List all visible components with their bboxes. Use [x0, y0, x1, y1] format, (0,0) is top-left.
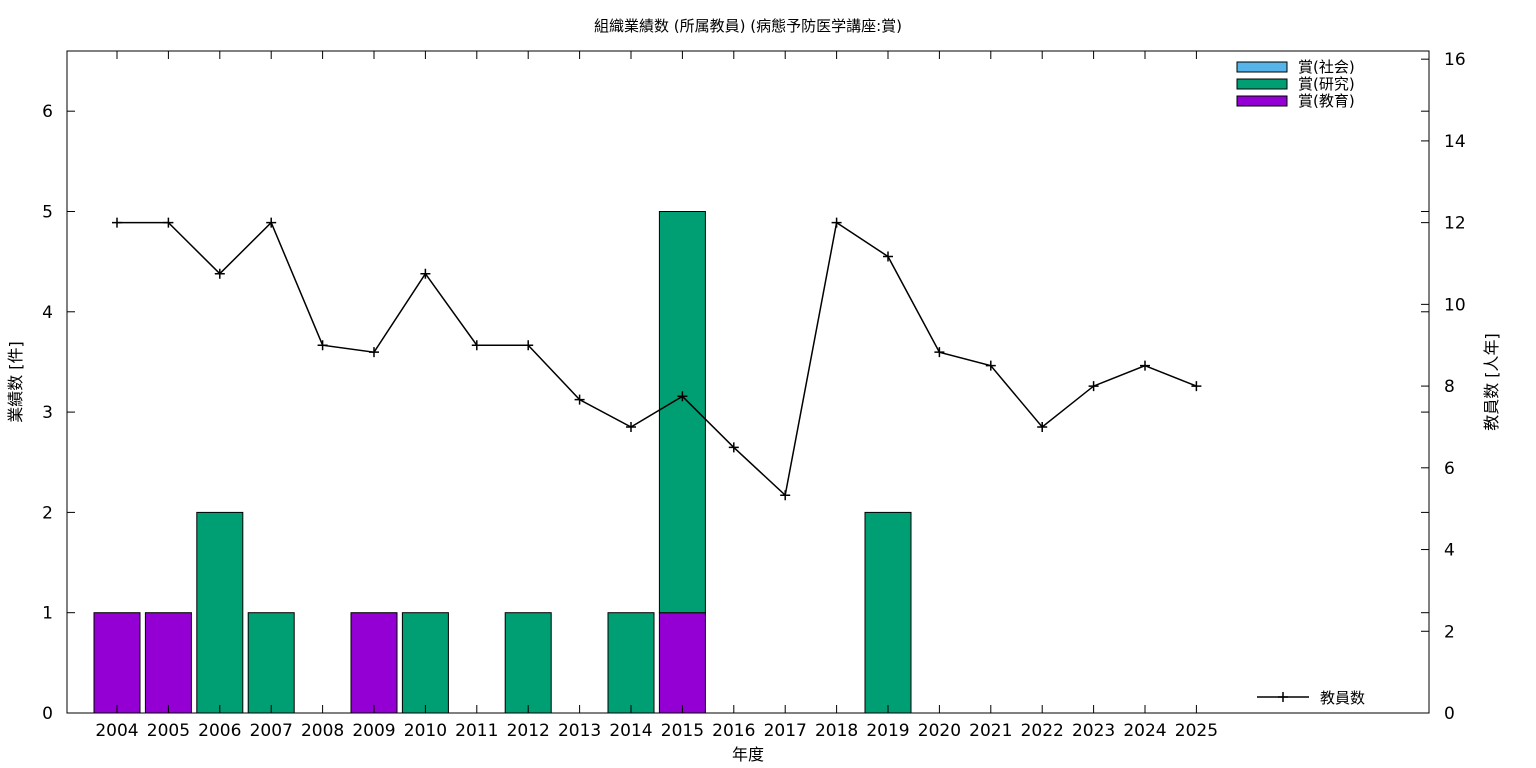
x-tick-label: 2018: [815, 721, 858, 741]
point-2005: [163, 217, 174, 228]
bar-2012: [504, 612, 552, 714]
bar-2004: [93, 612, 141, 714]
x-tick-label: 2011: [455, 721, 498, 741]
x-tick-label: 2014: [609, 721, 652, 741]
plot-frame: [66, 50, 1430, 714]
point-2006: [214, 268, 225, 279]
x-tick-label: 2024: [1123, 721, 1166, 741]
y-tick-label: 6: [42, 102, 53, 122]
legend-label: 賞(社会): [1298, 58, 1355, 76]
x-tick-label: 2008: [301, 721, 344, 741]
x-tick-label: 2021: [969, 721, 1012, 741]
bar-2019: [864, 511, 912, 714]
point-2015: [677, 391, 688, 402]
point-2013: [574, 394, 585, 405]
bar-2005: [144, 612, 192, 714]
point-2019: [883, 251, 893, 262]
x-tick-label: 2009: [352, 721, 395, 741]
y-tick-label: 4: [42, 303, 53, 323]
y2-axis-title: 教員数 [人年]: [1482, 333, 1501, 431]
point-2012: [523, 340, 534, 351]
point-2008: [317, 340, 328, 351]
legend-marker: [1278, 692, 1288, 702]
point-2022: [1037, 421, 1048, 432]
legend-label: 賞(研究): [1298, 75, 1355, 93]
y2-tick-label: 16: [1444, 50, 1466, 70]
y-tick-label: 2: [42, 503, 53, 523]
point-2024: [1140, 360, 1150, 371]
y2-tick-label: 4: [1444, 541, 1455, 561]
point-2020: [934, 347, 945, 358]
x-tick-label: 2025: [1175, 721, 1218, 741]
y2-tick-label: 0: [1444, 704, 1455, 724]
legend-label: 賞(教育): [1298, 92, 1355, 110]
x-tick-label: 2013: [558, 721, 601, 741]
bar-2009: [350, 612, 398, 714]
point-2021: [985, 360, 996, 371]
legend-swatch: [1236, 95, 1288, 107]
y-tick-label: 3: [42, 403, 53, 423]
y2-tick-label: 6: [1444, 459, 1455, 479]
point-2023: [1088, 381, 1099, 392]
x-tick-label: 2023: [1072, 721, 1115, 741]
legend-swatch: [1236, 61, 1288, 73]
bar-2014: [607, 612, 655, 714]
legend-swatch: [1236, 78, 1288, 90]
x-tick-label: 2005: [147, 721, 190, 741]
x-tick-label: 2012: [507, 721, 550, 741]
x-tick-label: 2016: [712, 721, 755, 741]
y-axis-title: 業績数 [件]: [6, 341, 25, 423]
point-2010: [420, 268, 431, 279]
bar-2007: [247, 612, 295, 714]
y-tick-label: 5: [42, 202, 53, 222]
point-2014: [626, 421, 636, 432]
chart-title: 組織業績数 (所属教員) (病態予防医学講座:賞): [594, 17, 902, 35]
point-2016: [728, 442, 739, 453]
x-axis-title: 年度: [732, 745, 764, 764]
legend-label: 教員数: [1320, 689, 1365, 707]
x-tick-label: 2022: [1021, 721, 1064, 741]
bar-2015: [658, 612, 706, 714]
y-tick-label: 1: [42, 604, 53, 624]
x-tick-label: 2019: [866, 721, 909, 741]
point-2018: [831, 217, 842, 228]
line-layer: [112, 217, 1202, 501]
point-2009: [369, 347, 379, 358]
y2-tick-label: 8: [1444, 377, 1455, 397]
x-tick-label: 2010: [404, 721, 447, 741]
x-tick-label: 2004: [95, 721, 138, 741]
x-tick-label: 2015: [661, 721, 704, 741]
bar-2010: [401, 612, 449, 714]
point-2004: [112, 217, 122, 228]
x-tick-label: 2006: [198, 721, 241, 741]
line-教員数: [117, 221, 1197, 497]
y-tick-label: 0: [42, 704, 53, 724]
point-2007: [266, 217, 277, 228]
point-2011: [471, 340, 482, 351]
y2-tick-label: 12: [1444, 214, 1466, 234]
y2-tick-label: 14: [1444, 132, 1466, 152]
point-2025: [1191, 381, 1202, 392]
y2-tick-label: 10: [1444, 295, 1466, 315]
x-tick-label: 2007: [250, 721, 293, 741]
x-tick-label: 2017: [764, 721, 807, 741]
x-tick-label: 2020: [918, 721, 961, 741]
bar-2006: [196, 511, 244, 714]
point-2017: [780, 490, 791, 501]
y2-tick-label: 2: [1444, 622, 1455, 642]
legend: 賞(社会)賞(研究)賞(教育) 教員数: [1236, 58, 1365, 707]
bars-layer: [93, 211, 912, 714]
